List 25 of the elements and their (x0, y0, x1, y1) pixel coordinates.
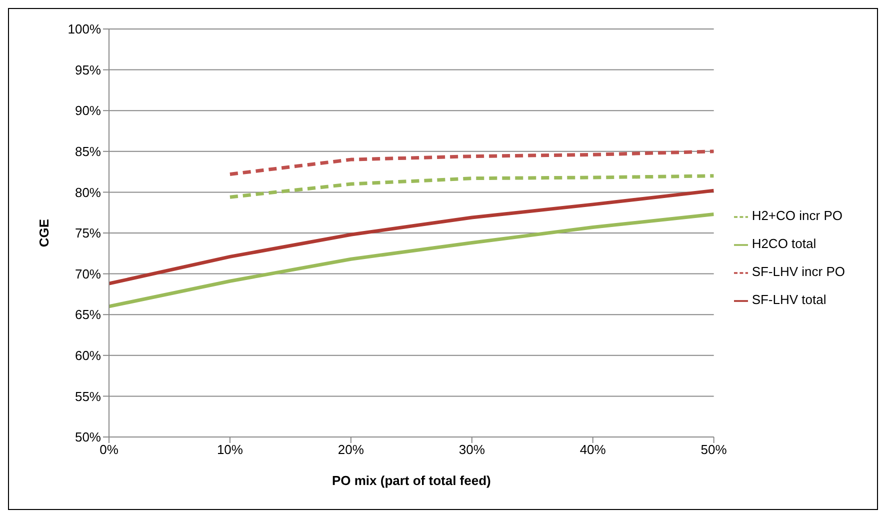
x-tick-label: 40% (580, 442, 606, 458)
y-tick-label: 75% (74, 226, 102, 241)
y-tick-label: 60% (74, 348, 102, 364)
y-axis-title: CGE (36, 218, 52, 248)
line-series (228, 174, 714, 199)
legend-label: SF-LHV total (752, 292, 826, 307)
legend-label: H2+CO incr PO (752, 208, 842, 223)
y-tick-label: 95% (74, 62, 102, 78)
y-tick-label: 70% (74, 266, 102, 282)
y-tick-label: 100% (68, 22, 102, 37)
y-tick-label: 85% (74, 144, 102, 160)
y-tick-label: 50% (74, 430, 102, 445)
legend-label: SF-LHV incr PO (752, 264, 845, 279)
x-tick-label: 50% (700, 442, 728, 458)
y-tick-label: 65% (74, 307, 102, 322)
x-tick-label: 30% (458, 442, 486, 458)
x-tick-label: 10% (216, 442, 244, 458)
y-tick-label: 90% (74, 103, 102, 118)
y-tick-label: 55% (74, 388, 102, 404)
x-tick-label: 20% (338, 442, 364, 458)
x-axis-title: PO mix (part of total feed) (332, 473, 491, 488)
line-series (228, 150, 714, 176)
y-tick-label: 80% (74, 184, 102, 200)
x-tick-label: 0% (100, 442, 119, 458)
legend-label: H2CO total (752, 236, 816, 251)
